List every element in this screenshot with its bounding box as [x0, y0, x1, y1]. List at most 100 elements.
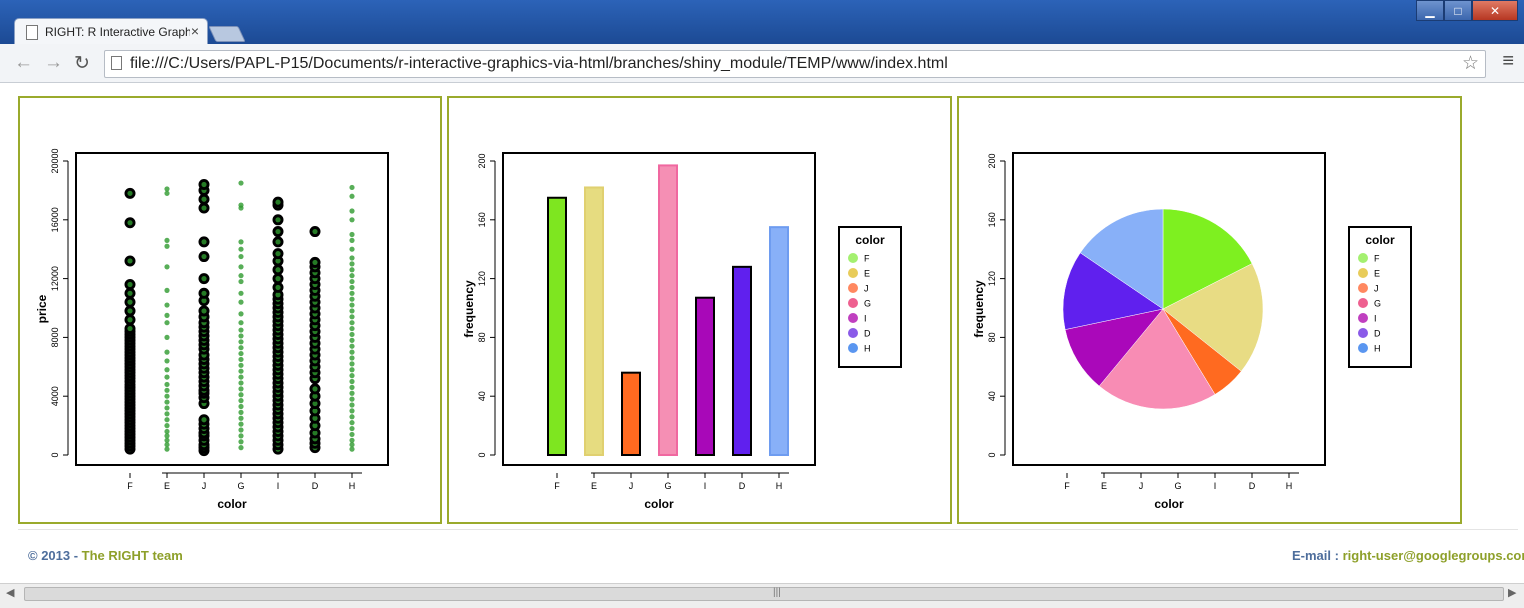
scatter-point	[349, 425, 355, 432]
scatter-point	[275, 258, 281, 264]
copyright: © 2013 - The RIGHT team	[28, 548, 183, 563]
y-tick-label: 4000	[50, 386, 60, 406]
scatter-point	[349, 217, 355, 223]
scatter-point	[312, 400, 318, 407]
minimize-button[interactable]: ▁	[1416, 0, 1444, 21]
legend-swatch	[1358, 253, 1368, 263]
scatter-point	[164, 428, 170, 435]
scatter-point	[349, 384, 355, 390]
scatter-point	[349, 396, 355, 402]
scatter-point	[164, 264, 170, 270]
back-icon[interactable]: ←	[14, 52, 33, 73]
legend-swatch	[848, 343, 858, 353]
scatter-point	[238, 445, 244, 451]
scatter-point	[164, 334, 170, 340]
x-tick-label: D	[1249, 481, 1256, 491]
horizontal-scrollbar[interactable]: ◀ ||| ▶	[0, 583, 1524, 608]
new-tab-button[interactable]	[208, 26, 246, 42]
browser-tab[interactable]: RIGHT: R Interactive Graphics ×	[14, 18, 208, 47]
x-tick-label: G	[664, 481, 671, 491]
tab-close-icon[interactable]: ×	[190, 23, 199, 39]
scatter-point	[349, 442, 355, 448]
scroll-thumb[interactable]: |||	[24, 587, 1504, 601]
scatter-point	[275, 199, 281, 205]
address-bar[interactable]: file:///C:/Users/PAPL-P15/Documents/r-in…	[104, 50, 1486, 78]
legend-entry: J	[1374, 284, 1379, 294]
scatter-point	[349, 320, 355, 326]
scatter-point	[349, 337, 355, 343]
legend-swatch	[848, 268, 858, 278]
x-tick-label: F	[127, 481, 133, 491]
scatter-point	[164, 417, 170, 423]
email-link[interactable]: right-user@googlegroups.com	[1342, 548, 1524, 563]
scatter-point	[238, 333, 244, 339]
bar	[658, 164, 678, 456]
y-tick-label: 120	[477, 271, 487, 286]
scatter-point	[349, 237, 355, 243]
scatter-point	[201, 239, 207, 245]
scatter-point	[201, 181, 207, 188]
legend-swatch	[1358, 268, 1368, 278]
legend-swatch	[1358, 283, 1368, 293]
scatter-point	[238, 253, 244, 260]
legend-swatch	[1358, 298, 1368, 308]
scatter-point	[349, 431, 355, 438]
scatter-point	[349, 231, 355, 238]
scatter-point	[312, 386, 318, 392]
scatter-point	[312, 393, 318, 399]
pie-slice	[1162, 208, 1253, 310]
x-tick-label: I	[1214, 481, 1217, 491]
x-tick-label: F	[1064, 481, 1070, 491]
forward-icon[interactable]: →	[44, 52, 63, 73]
scatter-point	[201, 308, 207, 314]
scatter-point	[164, 302, 170, 308]
plot-frame	[502, 152, 816, 466]
scatter-point	[238, 380, 244, 386]
scatter-point	[164, 186, 170, 192]
scatter-point	[238, 439, 244, 445]
scatter-point	[201, 196, 207, 202]
x-tick-label: D	[312, 481, 319, 491]
plot-frame	[75, 152, 389, 466]
legend-entry: J	[864, 284, 869, 294]
x-tick-label: D	[739, 481, 746, 491]
y-tick-label: 80	[987, 332, 997, 342]
legend-entry: E	[864, 269, 870, 279]
scatter-point	[349, 246, 355, 252]
scatter-point	[238, 239, 244, 245]
legend-swatch	[848, 313, 858, 323]
scatter-point	[164, 320, 170, 326]
y-tick-label: 40	[987, 391, 997, 401]
scatter-point	[349, 278, 355, 285]
bar	[732, 265, 752, 456]
scatter-point	[238, 246, 244, 252]
close-window-button[interactable]: ✕	[1472, 0, 1518, 21]
bar	[695, 296, 715, 456]
scroll-right-arrow[interactable]: ▶	[1508, 587, 1517, 599]
scatter-point	[164, 393, 170, 399]
menu-icon[interactable]: ≡	[1502, 50, 1514, 72]
scatter-point	[238, 290, 244, 296]
maximize-button[interactable]: □	[1444, 0, 1472, 21]
y-tick-label: 200	[477, 153, 487, 168]
y-tick-label: 20000	[50, 148, 60, 173]
scatter-point	[201, 276, 207, 282]
bookmark-star-icon[interactable]: ☆	[1461, 53, 1479, 74]
scatter-point	[349, 343, 355, 349]
pie-slice	[1079, 208, 1164, 310]
scatter-point	[312, 408, 318, 414]
scatter-point	[275, 292, 281, 298]
url-text[interactable]: file:///C:/Users/PAPL-P15/Documents/r-in…	[130, 55, 948, 72]
legend-title: color	[1365, 233, 1395, 247]
reload-icon[interactable]: ↻	[74, 53, 90, 74]
legend-entry: G	[1374, 299, 1381, 309]
scatter-point	[127, 190, 133, 196]
scroll-left-arrow[interactable]: ◀	[6, 587, 15, 599]
scatter-point	[275, 228, 281, 235]
x-axis-title: color	[217, 497, 247, 511]
x-tick-label: J	[202, 481, 207, 491]
